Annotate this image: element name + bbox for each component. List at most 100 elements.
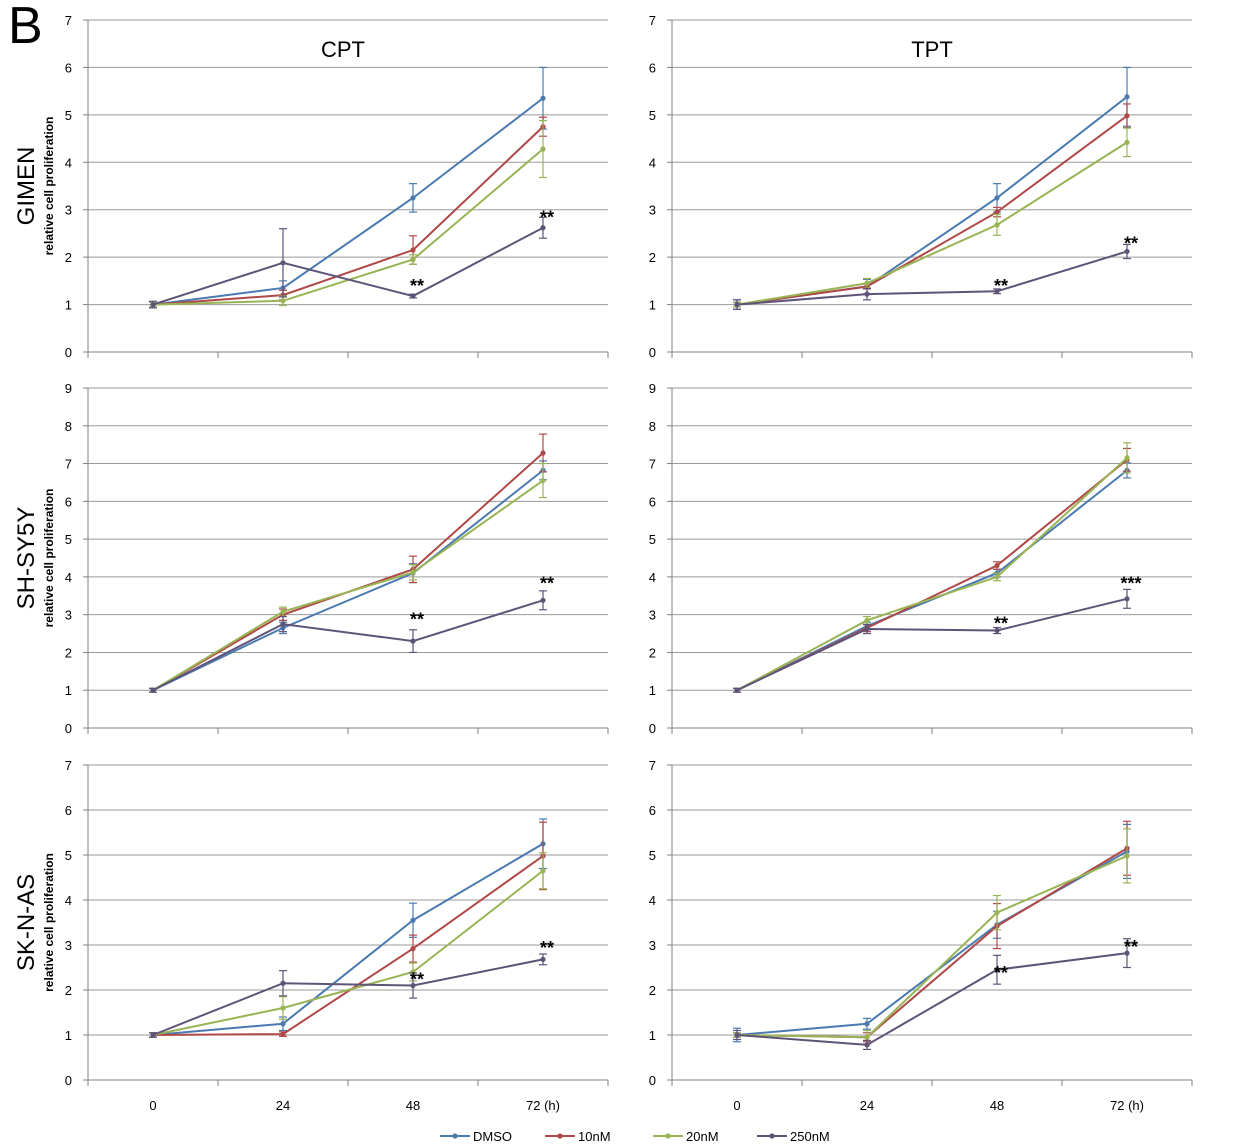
panel-letter: B	[8, 0, 43, 55]
data-point	[150, 301, 156, 308]
data-point	[1124, 853, 1130, 859]
data-point	[540, 95, 546, 101]
y-tick-label: 3	[649, 203, 656, 218]
data-point	[864, 1042, 870, 1048]
y-tick-label: 9	[649, 381, 656, 396]
data-point	[280, 1005, 286, 1011]
y-tick-label: 2	[649, 645, 656, 660]
y-tick-label: 7	[65, 758, 72, 773]
data-point	[1124, 248, 1130, 255]
data-point	[1124, 455, 1130, 461]
y-tick-label: 5	[649, 848, 656, 863]
y-tick-label: 3	[65, 203, 72, 218]
data-point	[410, 247, 416, 253]
y-axis-label: relative cell proliferation	[42, 489, 56, 628]
data-point	[864, 280, 870, 286]
series-line-DMSO	[152, 842, 544, 1036]
significance-label: **	[540, 574, 554, 594]
data-point	[1124, 139, 1130, 145]
data-point	[410, 195, 416, 201]
y-tick-label: 0	[649, 1073, 656, 1088]
data-point	[1124, 950, 1130, 956]
x-tick-label: 48	[990, 1098, 1004, 1113]
legend-marker	[452, 1133, 458, 1139]
significance-label: ***	[1120, 574, 1141, 594]
data-point	[410, 917, 416, 923]
significance-label: **	[410, 610, 424, 630]
y-tick-label: 6	[65, 60, 72, 75]
legend-label: 20nM	[686, 1129, 719, 1144]
series-line-250nM	[152, 958, 544, 1036]
x-tick-label: 0	[733, 1098, 740, 1113]
data-point	[864, 1034, 870, 1040]
y-tick-label: 5	[65, 532, 72, 547]
data-point	[1124, 113, 1130, 119]
y-tick-label: 2	[649, 250, 656, 265]
data-point	[540, 868, 546, 874]
data-point	[1124, 94, 1130, 100]
row-label: SH-SY5Y	[13, 507, 40, 610]
y-tick-label: 1	[649, 298, 656, 313]
y-tick-label: 1	[649, 683, 656, 698]
data-point	[864, 617, 870, 623]
y-tick-label: 2	[65, 250, 72, 265]
y-tick-label: 7	[649, 758, 656, 773]
series-line-20nM	[736, 854, 1128, 1039]
y-tick-label: 1	[65, 298, 72, 313]
data-point	[994, 209, 1000, 215]
data-point	[540, 146, 546, 152]
legend-label: DMSO	[473, 1129, 512, 1144]
row-label: GIMEN	[13, 147, 40, 226]
data-point	[994, 222, 1000, 228]
data-point	[994, 627, 1000, 634]
column-title: TPT	[911, 37, 953, 62]
series-line-DMSO	[736, 96, 1128, 306]
y-axis-label: relative cell proliferation	[42, 853, 56, 992]
data-point	[994, 910, 1000, 916]
series-line-10nM	[152, 855, 544, 1036]
data-point	[280, 298, 286, 304]
data-point	[280, 1031, 286, 1037]
series-line-20nM	[152, 148, 544, 306]
data-point	[280, 621, 286, 627]
data-point	[734, 301, 740, 308]
y-tick-label: 6	[65, 494, 72, 509]
series-line-DMSO	[152, 97, 544, 306]
series-line-10nM	[736, 115, 1128, 306]
series-line-250nM	[152, 226, 544, 306]
series-line-DMSO	[152, 469, 544, 692]
y-tick-label: 8	[65, 419, 72, 434]
significance-label: **	[994, 963, 1008, 983]
data-point	[410, 638, 416, 644]
data-point	[734, 1032, 740, 1038]
data-point	[994, 574, 1000, 580]
y-tick-label: 9	[65, 381, 72, 396]
y-tick-label: 5	[65, 108, 72, 123]
x-tick-label: 48	[406, 1098, 420, 1113]
significance-label: **	[994, 276, 1008, 296]
significance-label: **	[1124, 937, 1138, 957]
series-line-250nM	[152, 599, 544, 692]
series-line-20nM	[736, 141, 1128, 306]
y-tick-label: 3	[65, 938, 72, 953]
data-point	[280, 980, 286, 986]
row-label: SK-N-AS	[13, 874, 40, 971]
y-tick-label: 7	[649, 457, 656, 472]
y-tick-label: 4	[65, 893, 72, 908]
data-point	[410, 982, 416, 989]
legend-label: 250nM	[790, 1129, 830, 1144]
y-tick-label: 4	[649, 155, 656, 170]
series-line-20nM	[152, 869, 544, 1036]
series-line-250nM	[736, 250, 1128, 306]
data-point	[540, 597, 546, 603]
y-tick-label: 0	[649, 721, 656, 736]
data-point	[150, 1032, 156, 1038]
y-tick-label: 6	[649, 803, 656, 818]
data-point	[540, 477, 546, 484]
y-tick-label: 0	[649, 345, 656, 360]
x-tick-label: 0	[149, 1098, 156, 1113]
significance-label: **	[540, 207, 554, 227]
y-tick-label: 3	[65, 608, 72, 623]
data-point	[410, 256, 416, 263]
